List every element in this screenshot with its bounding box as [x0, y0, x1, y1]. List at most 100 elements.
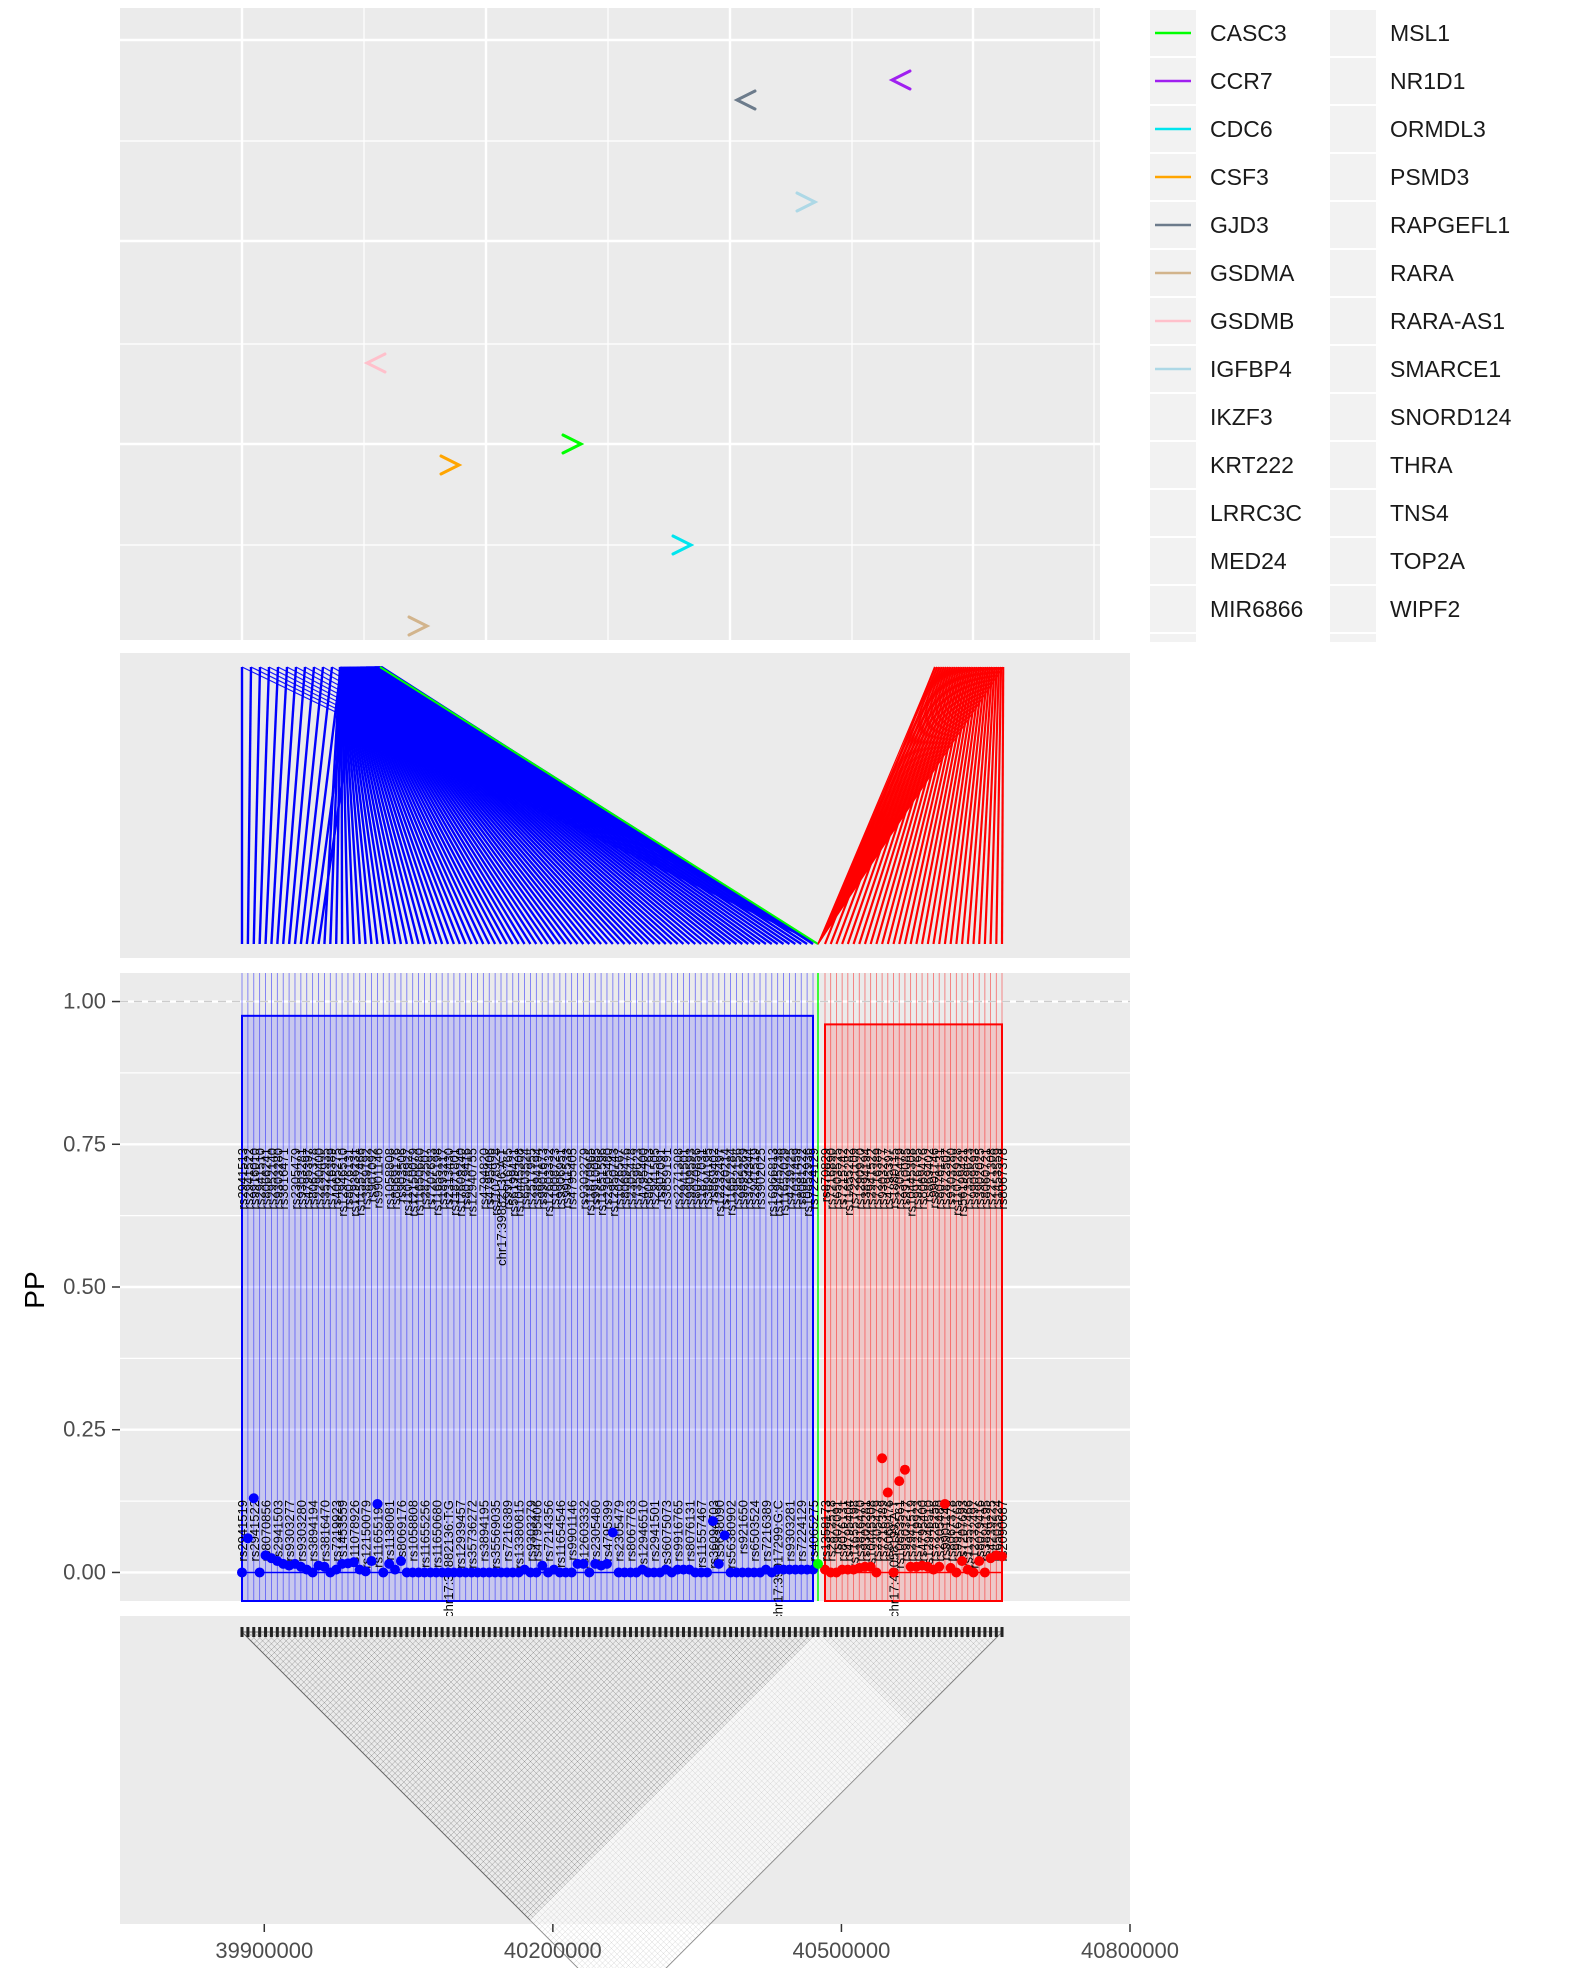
ld-snp-marker — [723, 1627, 727, 1637]
snp-label: rs11557467 — [694, 1500, 709, 1568]
y-tick-label: 0.25 — [63, 1417, 106, 1442]
snp-label: rs2941519 — [747, 1148, 762, 1209]
ld-diag-left — [303, 1631, 366, 1694]
snp-label: rs2941522 — [247, 1500, 262, 1561]
snp-label: rs9916765 — [671, 1500, 686, 1561]
ld-snp-marker — [658, 1627, 662, 1637]
snp-label: rs4795406 — [529, 1500, 544, 1561]
gene-track-background — [120, 8, 1100, 640]
pp-point-red — [894, 1476, 905, 1487]
gene-arrow-gsdmb — [363, 352, 387, 374]
ld-diag-left — [333, 1631, 425, 1724]
ld-snp-marker — [528, 1627, 532, 1637]
ld-diag-left — [380, 1631, 519, 1771]
ld-snp-marker — [734, 1627, 738, 1637]
pp-point-red — [877, 1453, 888, 1464]
snp-label: rs11654546 — [553, 1500, 568, 1568]
ld-snp-marker — [599, 1627, 603, 1637]
snp-label: rs7224129 — [806, 1148, 821, 1209]
snp-label: rs7216890 — [824, 1148, 839, 1209]
legend-key-box — [1150, 634, 1196, 642]
link-line-red — [978, 666, 996, 945]
ld-snp-marker — [994, 1627, 998, 1637]
ld-diag-left — [406, 1631, 572, 1798]
snp-label: rs11557466 — [353, 1148, 368, 1216]
ld-snp-marker — [740, 1627, 744, 1637]
snp-label: rs4795397 — [300, 1148, 315, 1209]
ld-snp-marker — [558, 1627, 562, 1637]
link-line-red — [995, 666, 1003, 945]
pp-point-blue — [702, 1567, 713, 1578]
link-line-blue — [252, 666, 262, 945]
snp-label: rs2941505 — [647, 1148, 662, 1209]
link-line-blue — [350, 666, 461, 945]
link-lines — [240, 665, 1005, 946]
ld-snp-marker — [370, 1627, 374, 1637]
link-line-blue — [293, 666, 325, 945]
ld-diag-left — [439, 1631, 637, 1830]
ld-snp-marker — [652, 1627, 656, 1637]
ld-snp-marker — [322, 1627, 326, 1637]
link-line-red — [972, 666, 994, 945]
pp-point-red — [951, 1567, 962, 1578]
ld-diag-left — [450, 1631, 661, 1842]
link-line-blue — [348, 666, 438, 945]
snp-label: rs9303279 — [576, 1148, 591, 1209]
link-line-blue-diag — [322, 666, 819, 945]
ld-diag-left — [412, 1631, 584, 1803]
ld-snp-marker — [434, 1627, 438, 1637]
pp-point-green — [813, 1558, 823, 1569]
ld-diag-left — [377, 1631, 513, 1768]
snp-label: rs2941510 — [253, 1148, 268, 1209]
ld-snp-marker — [258, 1627, 262, 1637]
ld-snp-marker — [776, 1627, 780, 1637]
legend-key-box — [1330, 298, 1376, 344]
link-line-blue — [340, 666, 350, 945]
ld-snp-marker — [799, 1627, 803, 1637]
ld-snp-marker — [352, 1627, 356, 1637]
ld-diag-left — [274, 1631, 307, 1665]
legend-key-box — [1330, 58, 1376, 104]
snp-label: rs9303281 — [858, 1500, 873, 1561]
ld-snp-marker — [393, 1627, 397, 1637]
snp-label: rs36094703 — [706, 1500, 721, 1569]
snp-label: rs4795399 — [600, 1500, 615, 1561]
snp-label: rs7224129 — [794, 1500, 809, 1561]
ld-snp-marker — [505, 1627, 509, 1637]
link-line-blue — [258, 666, 271, 945]
snp-label: rs8076131 — [932, 1148, 947, 1209]
ld-diag-left — [474, 1631, 708, 1865]
snp-label: rs12232497 — [966, 1500, 981, 1569]
ld-snp-marker — [937, 1627, 941, 1637]
ld-snp-marker — [829, 1627, 833, 1637]
link-line-red — [960, 666, 989, 945]
pp-point-red — [974, 1556, 985, 1567]
pp-point-blue — [248, 1493, 259, 1504]
ld-diag-left — [433, 1631, 625, 1824]
legend-label: MSL1 — [1390, 20, 1450, 46]
pp-point-blue — [237, 1567, 247, 1578]
snp-label: rs9910085 — [898, 1148, 913, 1209]
pp-point-blue — [607, 1527, 618, 1538]
snp-label: rs1877031 — [694, 1148, 709, 1209]
link-line-blue — [353, 666, 503, 945]
ld-snp-marker — [576, 1627, 580, 1637]
snp-label: rs907091 — [829, 1500, 844, 1554]
snp-label: chr17:39917299:G:C — [771, 1500, 786, 1621]
ld-snp-marker — [670, 1627, 674, 1637]
gene-arrow-ccr7 — [888, 69, 912, 91]
ld-diag-left — [253, 1631, 266, 1644]
snp-label: rs10445308 — [864, 1500, 879, 1569]
snp-label: rs4239225 — [984, 1500, 999, 1561]
snp-label: rs1138081 — [382, 1500, 397, 1560]
snp-label: rs9303279 — [523, 1500, 538, 1561]
pp-point-blue — [531, 1567, 542, 1578]
snp-label: rs9906951 — [553, 1148, 568, 1209]
ld-snp-marker — [499, 1627, 503, 1637]
ld-diag-left — [447, 1631, 655, 1839]
gene-arrows — [363, 69, 912, 637]
snp-label: rs9901673 — [535, 1148, 550, 1209]
snp-label: rs6503524 — [747, 1500, 762, 1561]
snp-label: rs12150079 — [359, 1500, 374, 1569]
ld-snp-marker — [269, 1627, 273, 1637]
